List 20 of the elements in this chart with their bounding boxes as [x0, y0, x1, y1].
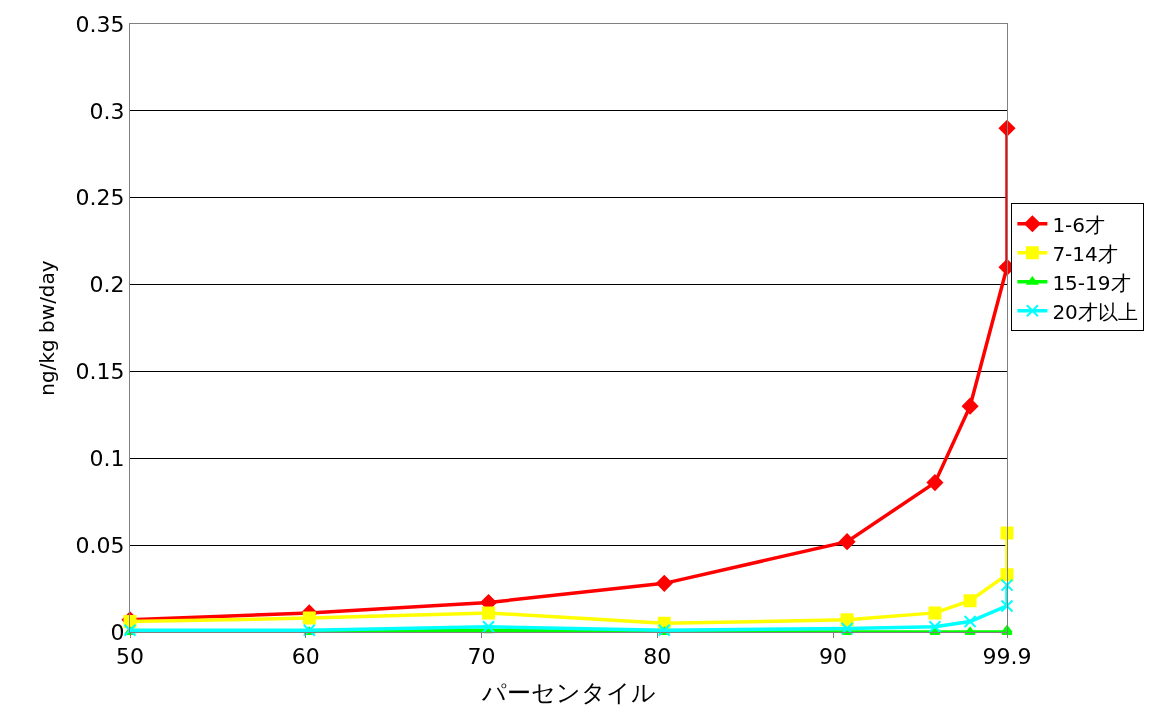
legend-label: 20才以上 [1052, 299, 1138, 324]
y-tick-label: 0.35 [75, 11, 125, 37]
y-tick-label: 0.05 [75, 532, 125, 558]
legend-label: 1-6才 [1052, 212, 1106, 237]
x-axis-title: パーセンタイル [480, 678, 656, 707]
x-tick-label: 50 [116, 644, 144, 670]
y-axis-title: ng/kg bw/day [35, 260, 60, 396]
y-tick-label: 0 [110, 619, 125, 645]
y-tick-label: 0.1 [89, 445, 125, 471]
y-tick-label: 0.3 [89, 98, 125, 124]
x-tick-label: 70 [467, 644, 496, 670]
legend-label: 7-14才 [1052, 241, 1118, 266]
x-tick-label: 80 [643, 644, 672, 670]
y-tick-label: 0.2 [89, 272, 125, 298]
y-tick-label: 0.25 [75, 185, 125, 211]
y-tick-label: 0.15 [75, 359, 125, 385]
x-tick-label: 99.9 [982, 644, 1032, 670]
x-tick-label: 60 [291, 644, 320, 670]
legend-label: 15-19才 [1052, 270, 1131, 295]
x-tick-label: 90 [819, 644, 848, 670]
